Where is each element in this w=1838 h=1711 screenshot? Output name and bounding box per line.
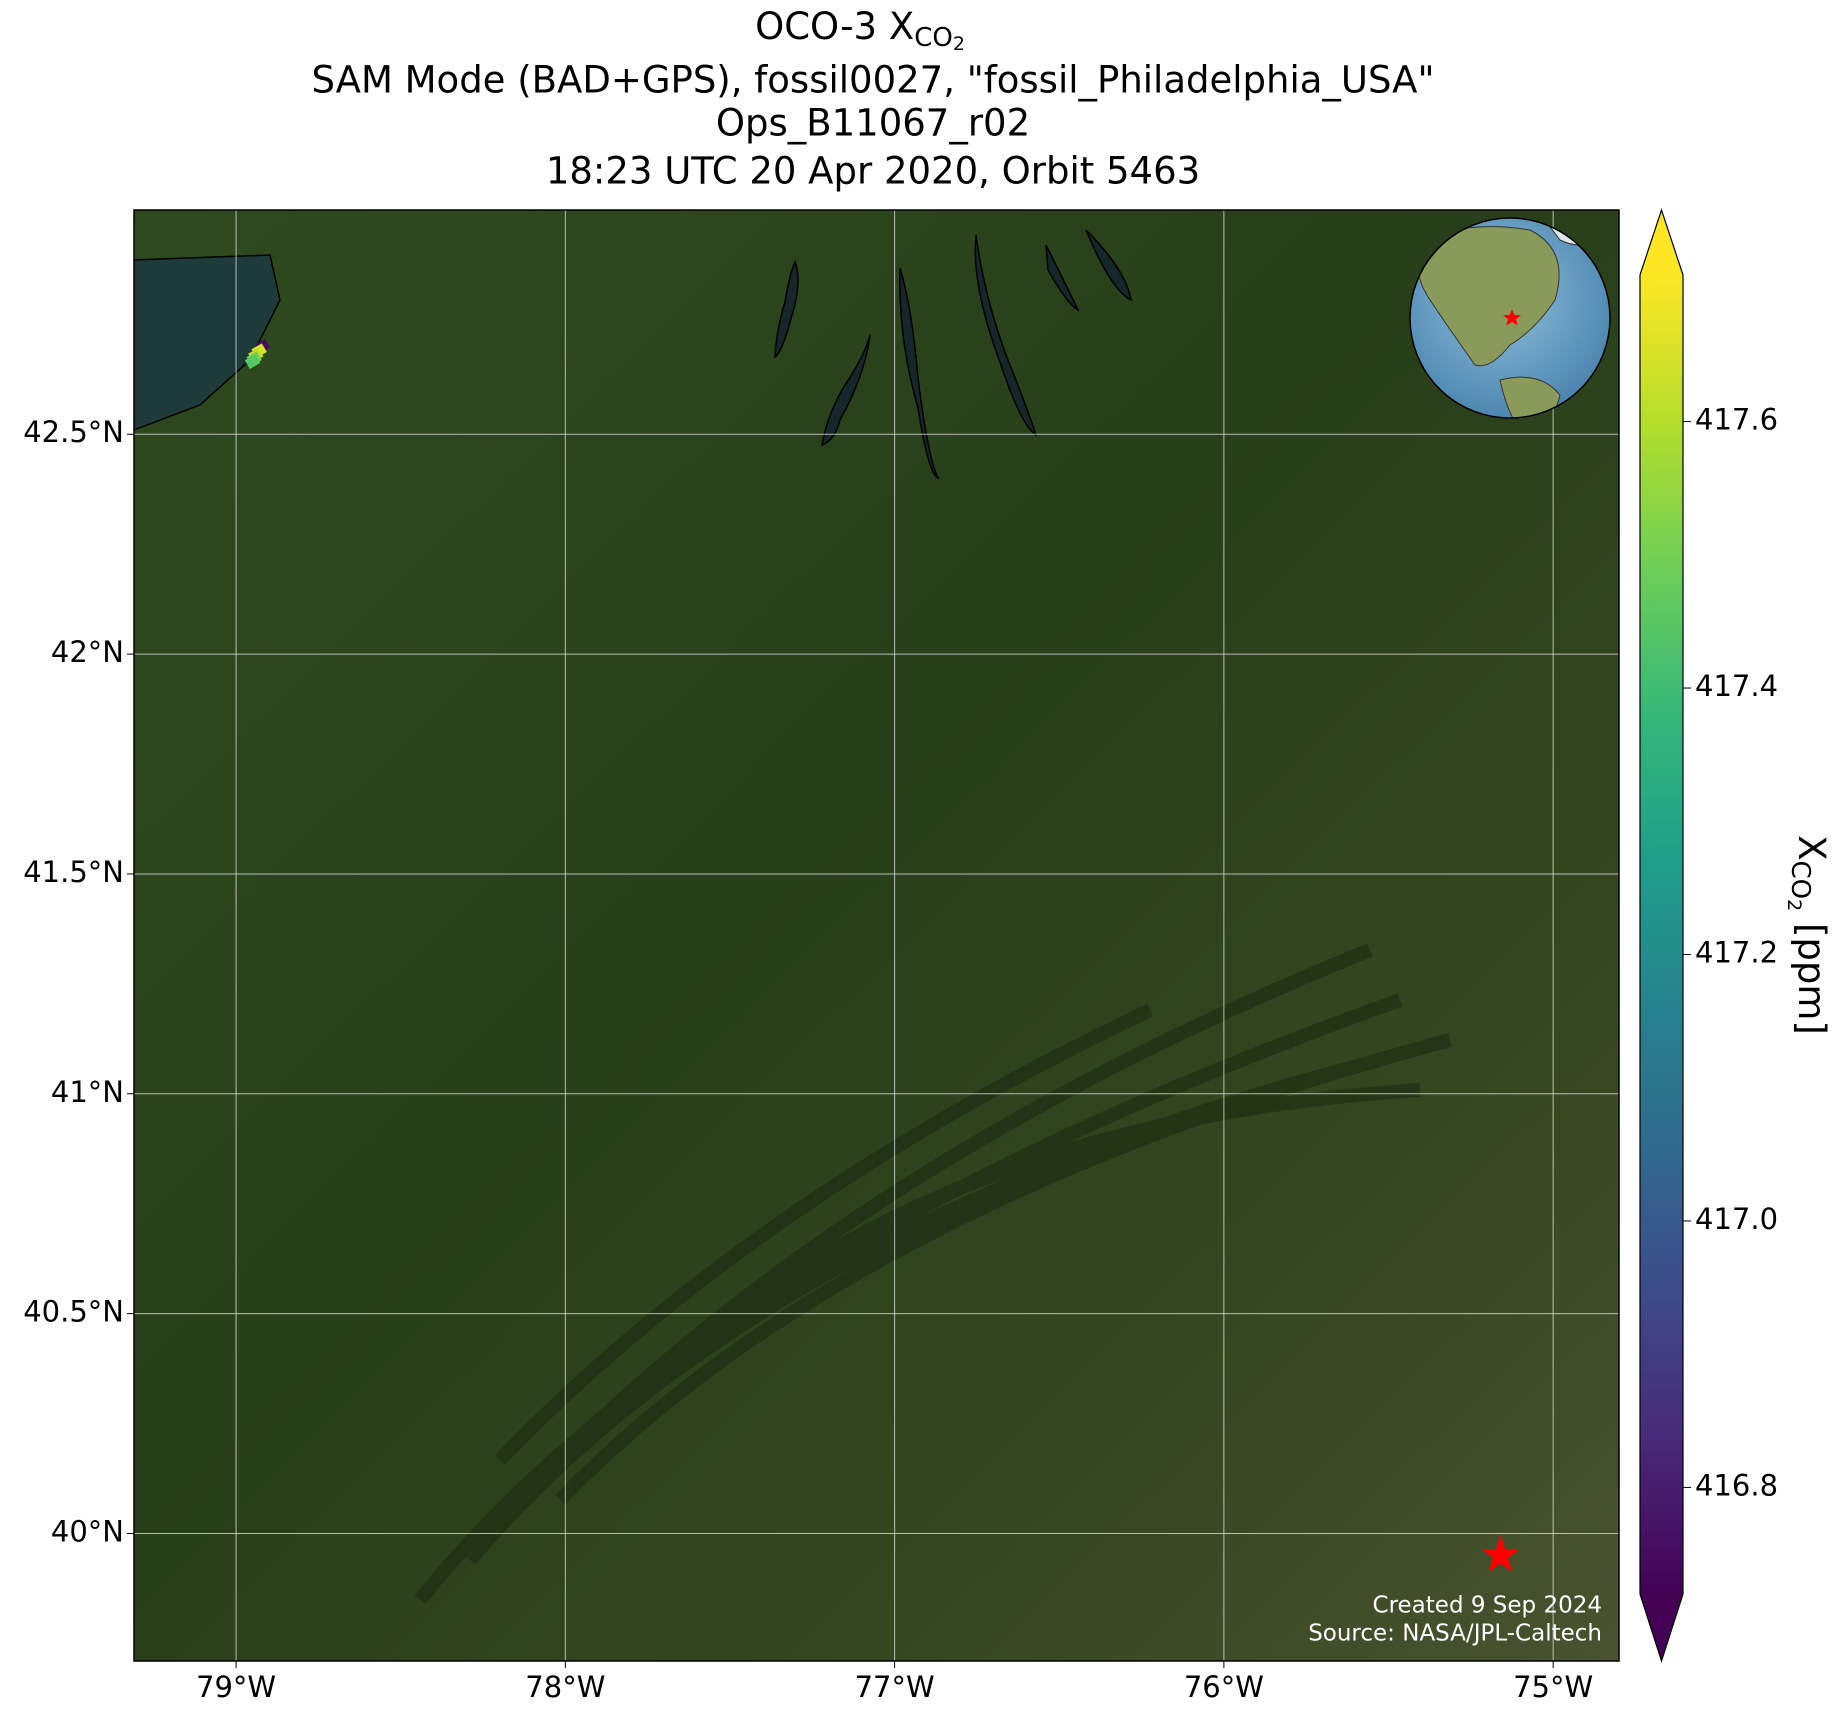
annotation: Created 9 Sep 2024 (1373, 1593, 1602, 1619)
subtitle: SAM Mode (BAD+GPS), fossil0027, "fossil_… (311, 59, 1434, 102)
colorbar-tick-label: 417.2 (1695, 935, 1778, 969)
colorbar-extend-top (1640, 210, 1683, 275)
cb-label-unit: [ppm] (1791, 911, 1834, 1035)
site-marker (1481, 1535, 1520, 1572)
colorbar-outline (1639, 208, 1684, 1663)
x-tick-label: 76°W (1184, 1670, 1264, 1704)
colorbar-tick-label: 416.8 (1695, 1468, 1778, 1502)
soundings (244, 338, 271, 370)
subtitle: Ops_B11067_r02 (716, 102, 1030, 145)
basemap (134, 210, 1619, 1661)
chart-title: OCO-3 XCO2 (755, 5, 965, 55)
map-frame (133, 209, 1620, 1662)
annotation: Source: NASA/JPL-Caltech (1308, 1621, 1602, 1647)
x-tick-label: 75°W (1513, 1670, 1593, 1704)
colorbar-tick-label: 417.6 (1695, 403, 1778, 437)
cb-label: X (1791, 835, 1834, 860)
colorbar: 416.8 417.0 417.2 417.4 417.6 (1639, 208, 1778, 1663)
inset-globe (1409, 217, 1611, 419)
y-tick-label: 42.5°N (23, 415, 124, 449)
y-tick-label: 41.5°N (23, 855, 124, 889)
subtitle: 18:23 UTC 20 Apr 2020, Orbit 5463 (546, 150, 1200, 193)
colorbar-tick-label: 417.0 (1695, 1202, 1778, 1236)
colorbar-tick-label: 417.4 (1695, 669, 1778, 703)
x-tick-label: 79°W (196, 1670, 276, 1704)
cb-label-sub: CO (1786, 860, 1816, 899)
y-tick-label: 40.5°N (23, 1295, 124, 1329)
colorbar-extend-bottom (1640, 1594, 1683, 1661)
y-tick-label: 42°N (51, 635, 124, 669)
title-subsubscript: 2 (953, 33, 965, 55)
grid (134, 210, 1619, 1661)
x-tick-label: 78°W (525, 1670, 605, 1704)
title-subscript: CO (914, 23, 953, 53)
title-main: OCO-3 X (755, 5, 914, 48)
x-tick-label: 77°W (855, 1670, 935, 1704)
colorbar-label: XCO2 [ppm] (1784, 835, 1834, 1035)
y-tick-label: 40°N (51, 1514, 124, 1548)
sounding (244, 354, 261, 370)
y-tick-label: 41°N (51, 1075, 124, 1109)
colorbar-body (1640, 275, 1683, 1594)
cb-label-subsub: 2 (1784, 899, 1806, 911)
